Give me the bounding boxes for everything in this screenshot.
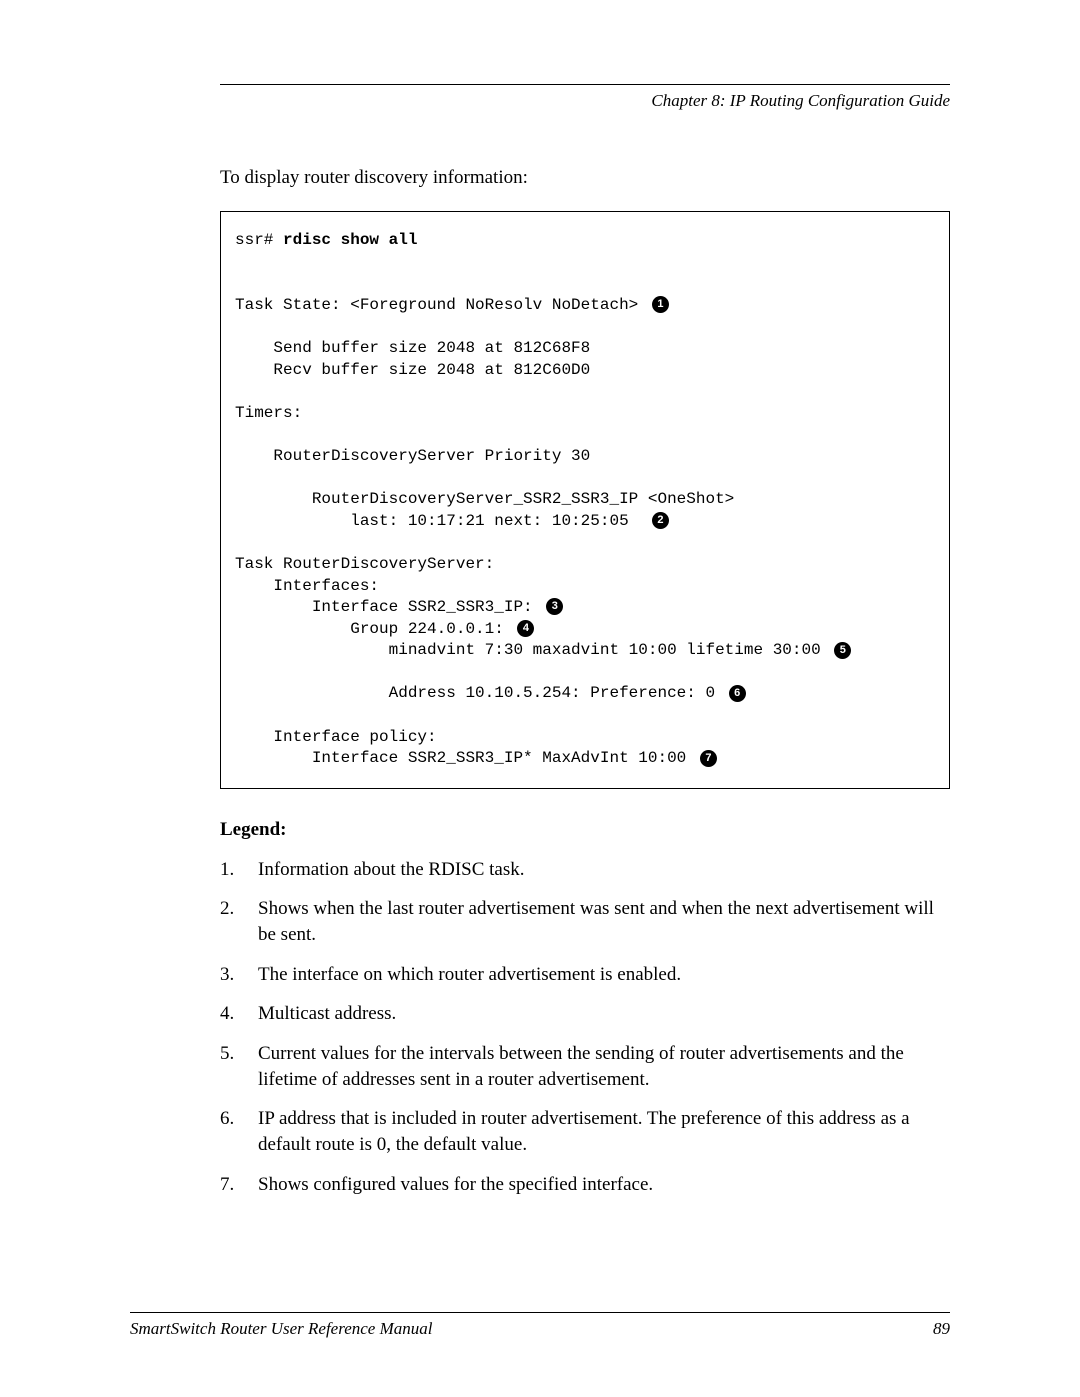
terminal-line: Interfaces:: [235, 577, 379, 595]
callout-4-icon: 4: [517, 620, 534, 637]
terminal-line: Timers:: [235, 404, 302, 422]
chapter-header: Chapter 8: IP Routing Configuration Guid…: [220, 91, 950, 111]
legend-item: 5. Current values for the intervals betw…: [220, 1041, 950, 1092]
terminal-line: RouterDiscoveryServer Priority 30: [235, 447, 590, 465]
legend-text: Shows when the last router advertisement…: [258, 896, 950, 947]
terminal-line: Task State: <Foreground NoResolv NoDetac…: [235, 296, 648, 314]
terminal-line: last: 10:17:21 next: 10:25:05: [235, 512, 648, 530]
callout-6-icon: 6: [729, 685, 746, 702]
legend-text: Multicast address.: [258, 1001, 950, 1027]
footer-manual-title: SmartSwitch Router User Reference Manual: [130, 1319, 432, 1339]
legend-item: 1. Information about the RDISC task.: [220, 857, 950, 883]
terminal-line: Address 10.10.5.254: Preference: 0: [235, 684, 725, 702]
legend-item: 4. Multicast address.: [220, 1001, 950, 1027]
terminal-line: Recv buffer size 2048 at 812C60D0: [235, 361, 590, 379]
legend-num: 3.: [220, 962, 258, 988]
intro-text: To display router discovery information:: [220, 167, 950, 189]
terminal-line: Interface SSR2_SSR3_IP* MaxAdvInt 10:00: [235, 749, 696, 767]
header-rule: [220, 84, 950, 85]
command: rdisc show all: [283, 231, 417, 249]
terminal-output-box: ssr# rdisc show all Task State: <Foregro…: [220, 211, 950, 789]
legend-text: IP address that is included in router ad…: [258, 1106, 950, 1157]
legend-title: Legend:: [220, 819, 950, 841]
legend-text: Current values for the intervals between…: [258, 1041, 950, 1092]
terminal-line: Interface policy:: [235, 728, 437, 746]
terminal-line: Send buffer size 2048 at 812C68F8: [235, 339, 590, 357]
legend-num: 6.: [220, 1106, 258, 1157]
legend-num: 4.: [220, 1001, 258, 1027]
footer-rule: [130, 1312, 950, 1313]
legend-num: 2.: [220, 896, 258, 947]
legend-item: 6. IP address that is included in router…: [220, 1106, 950, 1157]
callout-7-icon: 7: [700, 750, 717, 767]
callout-1-icon: 1: [652, 296, 669, 313]
legend-text: Shows configured values for the specifie…: [258, 1172, 950, 1198]
terminal-line: Interface SSR2_SSR3_IP:: [235, 598, 542, 616]
callout-2-icon: 2: [652, 512, 669, 529]
legend-num: 5.: [220, 1041, 258, 1092]
legend-item: 7. Shows configured values for the speci…: [220, 1172, 950, 1198]
terminal-line: RouterDiscoveryServer_SSR2_SSR3_IP <OneS…: [235, 490, 734, 508]
prompt: ssr#: [235, 231, 283, 249]
terminal-line: Task RouterDiscoveryServer:: [235, 555, 494, 573]
legend-item: 2. Shows when the last router advertisem…: [220, 896, 950, 947]
legend-item: 3. The interface on which router adverti…: [220, 962, 950, 988]
page-footer: SmartSwitch Router User Reference Manual…: [130, 1312, 950, 1339]
terminal-line: minadvint 7:30 maxadvint 10:00 lifetime …: [235, 641, 830, 659]
legend-text: The interface on which router advertisem…: [258, 962, 950, 988]
callout-5-icon: 5: [834, 642, 851, 659]
footer-page-number: 89: [933, 1319, 950, 1339]
legend-num: 1.: [220, 857, 258, 883]
legend-list: 1. Information about the RDISC task. 2. …: [220, 857, 950, 1197]
terminal-line: Group 224.0.0.1:: [235, 620, 513, 638]
legend-text: Information about the RDISC task.: [258, 857, 950, 883]
document-page: Chapter 8: IP Routing Configuration Guid…: [0, 0, 1080, 1397]
callout-3-icon: 3: [546, 598, 563, 615]
legend-num: 7.: [220, 1172, 258, 1198]
